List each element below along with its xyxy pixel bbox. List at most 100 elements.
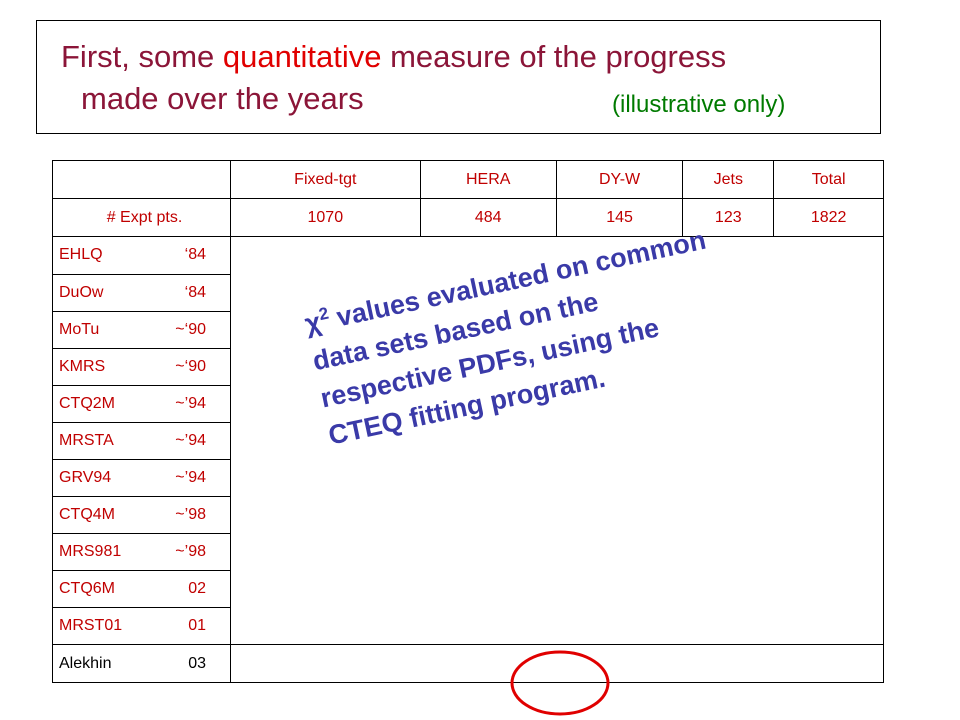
- empty-cell: [230, 533, 421, 570]
- model-name: MRS981: [59, 542, 122, 560]
- model-year: ‘84: [184, 283, 206, 301]
- column-header: Fixed-tgt: [230, 160, 421, 199]
- data-row: MRSTA ~’94: [52, 421, 884, 460]
- model-year: ~‘90: [175, 320, 206, 338]
- model-year: ~’94: [175, 431, 206, 449]
- model-name: MoTu: [59, 320, 100, 338]
- model-year: ‘84: [184, 246, 206, 264]
- data-row: Alekhin 03: [52, 644, 884, 683]
- data-row: MRS981 ~’98: [52, 532, 884, 571]
- points-cell: 145: [555, 198, 684, 237]
- model-year: ~’94: [175, 394, 206, 412]
- row-label: CTQ6M 02: [52, 569, 231, 608]
- empty-cell: [683, 385, 774, 422]
- empty-cell: [683, 459, 774, 496]
- row-label: KMRS ~‘90: [52, 347, 231, 386]
- data-row: MRST01 01: [52, 606, 884, 645]
- model-name: CTQ4M: [59, 505, 115, 523]
- empty-cell: [556, 570, 682, 607]
- empty-cell: [230, 496, 421, 533]
- points-cell: 123: [682, 198, 775, 237]
- data-row: CTQ2M ~’94: [52, 384, 884, 423]
- model-year: 02: [188, 579, 206, 597]
- points-cell: 1070: [230, 198, 421, 237]
- row-label: Alekhin 03: [52, 644, 231, 683]
- corner-cell: [52, 160, 231, 199]
- data-row: KMRS ~‘90: [52, 347, 884, 386]
- model-name: CTQ2M: [59, 394, 115, 412]
- empty-cell: [230, 644, 421, 683]
- model-name: KMRS: [59, 357, 106, 375]
- model-year: ~‘90: [175, 357, 206, 375]
- row-label: CTQ2M ~’94: [52, 384, 231, 423]
- data-row: EHLQ ‘84: [52, 236, 884, 275]
- empty-cell: [773, 311, 884, 348]
- model-year: ~’98: [175, 542, 206, 560]
- column-header: Total: [773, 160, 884, 199]
- empty-cell: [683, 422, 774, 459]
- empty-cell: [773, 533, 884, 570]
- empty-cell: [773, 385, 884, 422]
- points-cell: 484: [419, 198, 557, 237]
- model-year: 03: [188, 654, 206, 672]
- title-text: quantitative: [222, 39, 382, 74]
- model-name: GRV94: [59, 468, 112, 486]
- note: (illustrative only): [612, 91, 786, 118]
- empty-cell: [230, 236, 421, 274]
- row-label: MRSTA ~’94: [52, 421, 231, 460]
- title-text: made over the years: [81, 81, 364, 116]
- data-row: MoTu ~‘90: [52, 310, 884, 349]
- empty-cell: [682, 644, 774, 683]
- column-header: DY-W: [555, 160, 684, 199]
- empty-cell: [420, 644, 557, 683]
- header-row: Fixed-tgt HERA DY-W Jets Total: [52, 160, 884, 199]
- empty-cell: [773, 348, 884, 385]
- model-name: Alekhin: [59, 654, 112, 672]
- empty-cell: [230, 607, 421, 645]
- data-row: GRV94 ~’94: [52, 458, 884, 497]
- points-cell: 1822: [773, 198, 884, 237]
- title-text: measure of the progress: [390, 39, 727, 74]
- row-label: # Expt pts.: [52, 198, 231, 237]
- empty-cell: [773, 459, 884, 496]
- empty-cell: [230, 311, 421, 348]
- empty-cell: [230, 459, 421, 496]
- model-name: DuOw: [59, 283, 104, 301]
- empty-cell: [420, 496, 556, 533]
- row-label: MoTu ~‘90: [52, 310, 231, 349]
- model-year: ~’98: [175, 505, 206, 523]
- empty-cell: [773, 570, 884, 607]
- empty-cell: [773, 496, 884, 533]
- empty-cell: [420, 459, 556, 496]
- row-label: DuOw ‘84: [52, 273, 231, 312]
- empty-cell: [683, 607, 774, 645]
- empty-cell: [420, 570, 556, 607]
- model-name: MRSTA: [59, 431, 114, 449]
- empty-cell: [683, 570, 774, 607]
- empty-cell: [773, 644, 884, 683]
- empty-cell: [420, 533, 556, 570]
- model-name: CTQ6M: [59, 579, 115, 597]
- empty-cell: [556, 459, 682, 496]
- row-label: EHLQ ‘84: [52, 236, 231, 275]
- empty-cell: [773, 236, 884, 274]
- empty-cell: [230, 385, 421, 422]
- data-row: DuOw ‘84: [52, 273, 884, 312]
- empty-cell: [556, 644, 683, 683]
- table: Fixed-tgt HERA DY-W Jets Total # Expt pts. 107…: [52, 160, 884, 683]
- points-row: # Expt pts. 1070 484 145 123 1822: [52, 198, 884, 237]
- model-name: MRST01: [59, 616, 123, 634]
- row-label: CTQ4M ~’98: [52, 495, 231, 534]
- empty-cell: [556, 533, 682, 570]
- empty-cell: [230, 348, 421, 385]
- empty-cell: [773, 607, 884, 645]
- empty-cell: [230, 422, 421, 459]
- title-box: First, some quantitative measure of the …: [36, 20, 881, 134]
- empty-cell: [683, 533, 774, 570]
- model-name: EHLQ: [59, 246, 103, 264]
- row-label: MRS981 ~’98: [52, 532, 231, 571]
- empty-cell: [773, 274, 884, 311]
- empty-cell: [556, 422, 682, 459]
- empty-cell: [556, 607, 682, 645]
